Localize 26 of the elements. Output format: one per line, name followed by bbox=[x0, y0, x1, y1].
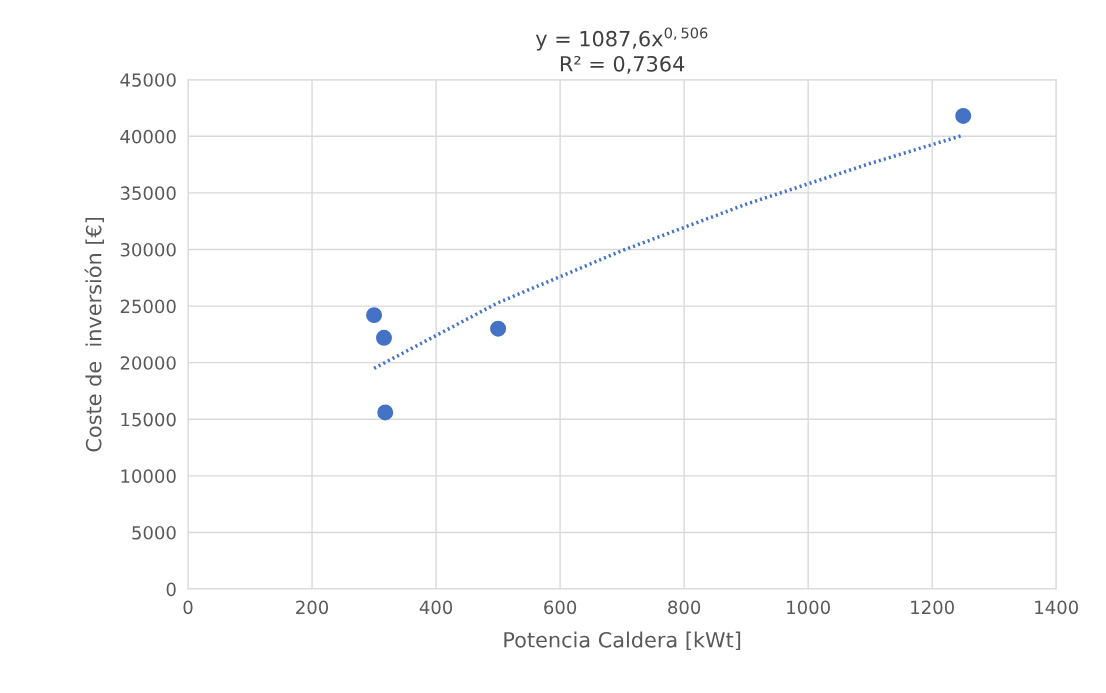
y-tick-label: 15000 bbox=[121, 412, 176, 427]
y-tick-label: 35000 bbox=[120, 186, 176, 200]
x-tick-label: 400 bbox=[419, 600, 453, 615]
point bbox=[377, 404, 394, 421]
y-tick-label: 30000 bbox=[120, 242, 176, 257]
x-tick-label: 1200 bbox=[911, 600, 954, 615]
y-tick-label: 5000 bbox=[132, 525, 176, 540]
point bbox=[490, 320, 507, 337]
x-tick-label: 0 bbox=[183, 600, 193, 615]
y-tick-label: 45000 bbox=[120, 73, 176, 87]
y-tick-label: 0 bbox=[166, 582, 176, 597]
x-tick-label: 1000 bbox=[787, 600, 830, 615]
point bbox=[955, 107, 972, 124]
y-tick-label: 10000 bbox=[121, 469, 176, 483]
x-tick-label: 600 bbox=[544, 600, 577, 615]
point bbox=[376, 329, 392, 346]
x-axis-title: Potencia Caldera [kWt] bbox=[504, 631, 741, 651]
y-axis-title: Coste de inversión [€] bbox=[84, 217, 104, 452]
x-tick-label: 1400 bbox=[1035, 600, 1079, 615]
y-tick-label: 25000 bbox=[120, 299, 176, 314]
x-tick-label: 200 bbox=[296, 600, 329, 615]
x-tick-label: 800 bbox=[668, 600, 701, 615]
y-tick-label: 40000 bbox=[120, 129, 176, 144]
y-tick-label: 20000 bbox=[120, 356, 176, 370]
chart-title: y = 1087,6x$^{0,506}$ R² = 0,7364 bbox=[535, 27, 708, 74]
point bbox=[366, 307, 383, 324]
